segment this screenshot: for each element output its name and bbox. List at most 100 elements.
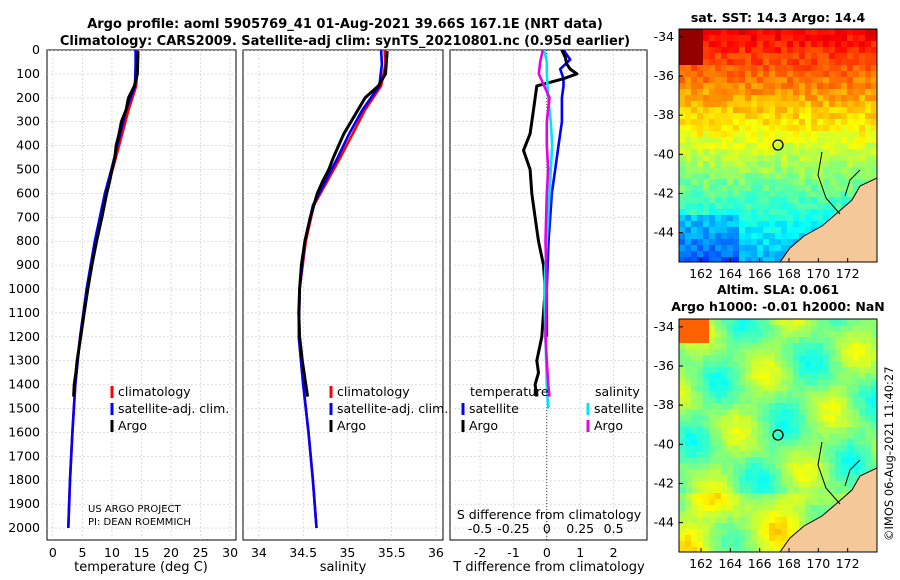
x-tick-label: 2 [610, 545, 618, 560]
sla-map-ticks: 162 164 166 168 170 172-34-36-38-40-42-44 [654, 319, 860, 571]
sst-cell [703, 83, 710, 90]
sst-cell [811, 125, 818, 132]
sla-cell [829, 349, 836, 356]
sla-cell [805, 487, 812, 494]
sst-cell [793, 215, 800, 222]
map-lat-label: -38 [654, 397, 674, 412]
sla-cell [757, 529, 764, 536]
sst-cell [727, 59, 734, 66]
sla-cell [691, 379, 698, 386]
sst-cell [799, 47, 806, 54]
sst-cell [733, 89, 740, 96]
sst-cell [865, 161, 872, 168]
sst-cell [805, 29, 812, 36]
sla-cell [871, 373, 877, 380]
sst-cell [829, 89, 836, 96]
sst-cell [727, 179, 734, 186]
sst-cell [787, 71, 794, 78]
sla-cell [697, 343, 704, 350]
sst-cell [739, 155, 746, 162]
sst-cell [799, 173, 806, 180]
sst-cell [817, 137, 824, 144]
sla-cell [751, 337, 758, 344]
sla-cell [781, 343, 788, 350]
sst-cell [763, 191, 770, 198]
sla-cell [781, 361, 788, 368]
sst-cell [775, 47, 782, 54]
sst-cell [853, 113, 860, 120]
sla-map [679, 319, 877, 552]
sla-cell [733, 343, 740, 350]
sst-cell [733, 191, 740, 198]
sst-cell [817, 35, 824, 42]
sla-cell [679, 463, 686, 470]
sla-cell [853, 361, 860, 368]
sst-cell [739, 143, 746, 150]
sst-cell [745, 143, 752, 150]
sst-cell [775, 245, 782, 252]
sst-cell [751, 203, 758, 210]
sst-cell [811, 179, 818, 186]
sla-cell [799, 469, 806, 476]
sla-cell [847, 355, 854, 362]
sst-cell [865, 113, 872, 120]
sla-cell [709, 403, 716, 410]
sst-cell [733, 185, 740, 192]
sla-cell [817, 391, 824, 398]
sla-cell [721, 523, 728, 530]
sst-cell [691, 233, 698, 240]
sla-cell [775, 547, 782, 552]
sst-cell [865, 155, 872, 162]
sst-cell [811, 137, 818, 144]
sla-cell [769, 511, 776, 518]
sla-cell [757, 325, 764, 332]
depth-tick-labels: 0100200300400500600700800900100011001200… [8, 42, 40, 535]
sst-cell [679, 101, 686, 108]
sst-cell [703, 59, 710, 66]
sst-cell [703, 203, 710, 210]
sst-cell [799, 29, 806, 36]
sla-cell [733, 463, 740, 470]
sst-cell [727, 167, 734, 174]
series-argo [72, 51, 140, 397]
sst-cell [727, 197, 734, 204]
sst-cell [757, 65, 764, 72]
sla-cell [685, 319, 692, 326]
sla-cell [841, 403, 848, 410]
sla-cell [733, 439, 740, 446]
sst-cell [847, 77, 854, 84]
sla-cell [697, 403, 704, 410]
sst-cell [877, 239, 884, 246]
sla-cell [733, 385, 740, 392]
sla-cell [793, 373, 800, 380]
sla-cell [799, 319, 806, 326]
sla-cell [679, 319, 686, 326]
sst-cell [679, 89, 686, 96]
sst-cell [757, 221, 764, 228]
sla-cell [835, 487, 842, 494]
sst-cell [847, 155, 854, 162]
sst-cell [685, 137, 692, 144]
bathymetry-contour [844, 169, 861, 197]
sla-cell [859, 385, 866, 392]
sst-cell [697, 137, 704, 144]
sst-cell [733, 215, 740, 222]
sst-cell [679, 65, 686, 72]
sst-cell [721, 137, 728, 144]
sla-cell [709, 487, 716, 494]
salinity-axes [242, 49, 444, 541]
map-lat-label: -36 [654, 68, 674, 83]
sla-cell [721, 469, 728, 476]
sst-cell [829, 191, 836, 198]
sst-cell [763, 197, 770, 204]
sst-cell [835, 113, 842, 120]
sst-cell [703, 119, 710, 126]
sla-cell [823, 355, 830, 362]
sla-cell [721, 391, 728, 398]
sla-cell [775, 535, 782, 542]
sst-cell [877, 185, 884, 192]
sla-cell [769, 469, 776, 476]
sst-cell [871, 155, 877, 162]
sla-cell [715, 541, 722, 548]
sst-cell [787, 101, 794, 108]
